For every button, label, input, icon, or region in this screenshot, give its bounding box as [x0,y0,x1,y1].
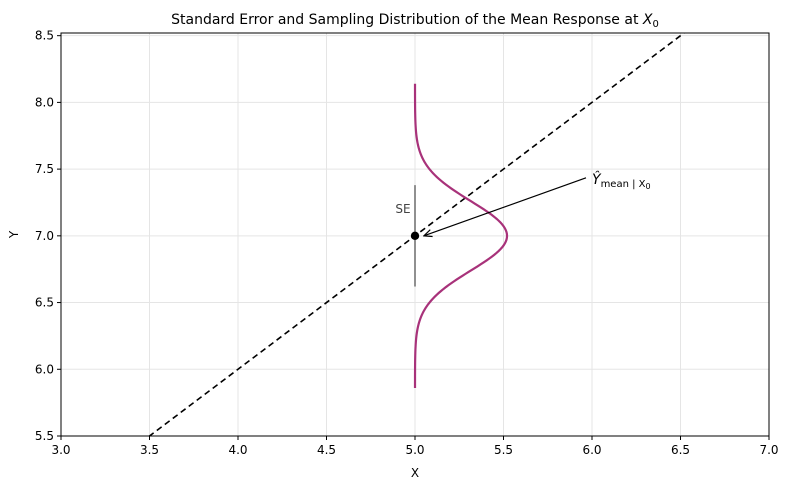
x-tick-label: 6.0 [582,443,601,457]
x-tick-label: 5.5 [494,443,513,457]
plot-content [148,33,686,436]
y-tick-label: 7.0 [35,229,54,243]
y-tick-label: 6.5 [35,296,54,310]
annotation-y-hat: Ŷ [592,170,602,188]
y-tick-label: 6.0 [35,362,54,376]
y-tick-label: 8.5 [35,29,54,43]
y-tick-label: 7.5 [35,162,54,176]
x-tick-label: 4.0 [228,443,247,457]
annotation-subscript-2: 0 [646,182,651,191]
y-axis-ticks: 5.5 6.0 6.5 7.0 7.5 8.0 8.5 [35,29,61,443]
x-axis-ticks: 3.0 3.5 4.0 4.5 5.0 5.5 6.0 6.5 7.0 [51,436,779,457]
se-label: SE [395,202,410,216]
x-tick-label: 5.0 [405,443,424,457]
x-axis-label: X [411,466,419,480]
mean-response-point [410,231,420,241]
sampling-distribution-curve [413,83,509,388]
y-tick-label: 5.5 [35,429,54,443]
chart-title: Standard Error and Sampling Distribution… [171,12,659,30]
y-axis-label: Y [7,230,21,239]
annotation-arrow [424,177,587,236]
annotation-label: Ŷmean | X0 [592,170,651,191]
y-tick-label: 8.0 [35,95,54,109]
x-tick-label: 3.0 [51,443,70,457]
x-tick-label: 4.5 [317,443,336,457]
plot-area: SE Ŷmean | X0 [148,33,686,436]
x-tick-label: 7.0 [759,443,778,457]
annotation-subscript: mean | X [601,179,646,190]
x-tick-label: 6.5 [671,443,690,457]
x-tick-label: 3.5 [140,443,159,457]
